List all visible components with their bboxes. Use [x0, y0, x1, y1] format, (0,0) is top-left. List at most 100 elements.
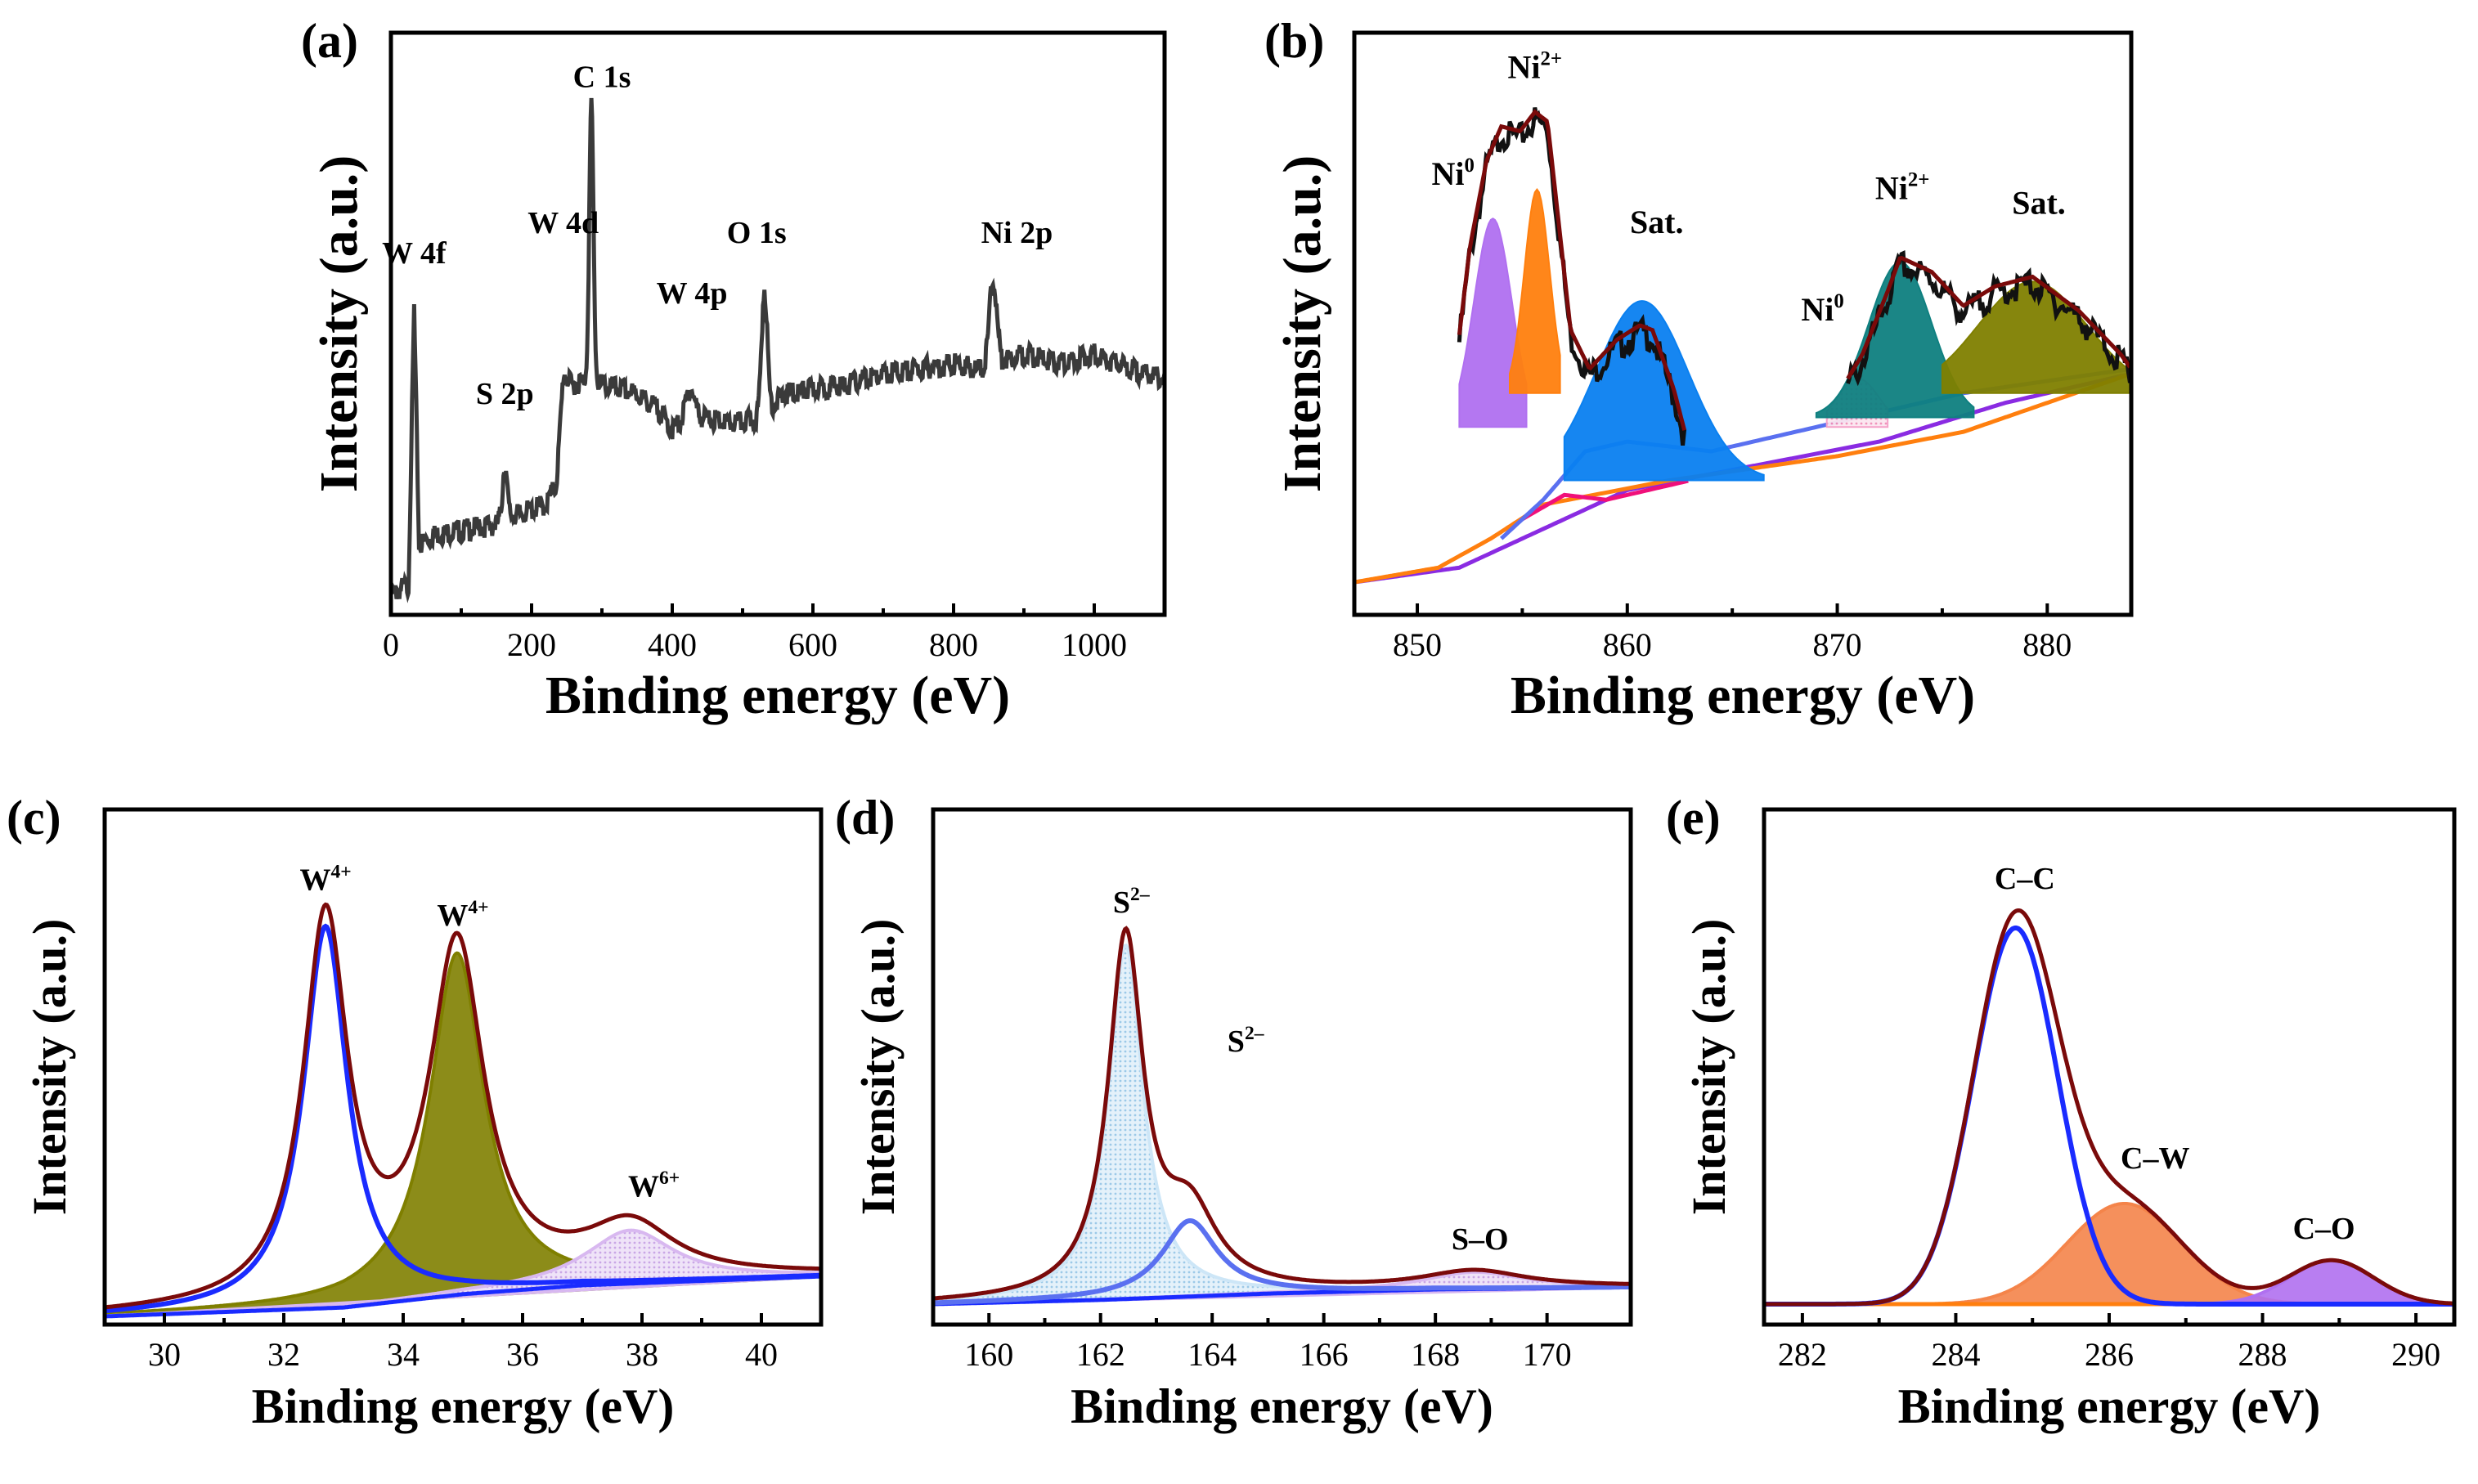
- peak-label-3: Ni0: [1801, 290, 1843, 328]
- peak-label-text: W: [628, 1169, 659, 1204]
- x-axis-label: Binding energy (eV): [1071, 1379, 1493, 1433]
- y-axis-label: Intensity (a.u.): [1682, 919, 1735, 1216]
- x-tick-label: 290: [2391, 1336, 2440, 1373]
- x-tick-label: 1000: [1062, 626, 1127, 663]
- x-tick-label: 860: [1603, 626, 1652, 663]
- x-axis-label: Binding energy (eV): [1511, 666, 1975, 725]
- peak-label-2: Sat.: [1630, 204, 1684, 240]
- peak-label-1: Ni2+: [1508, 47, 1563, 85]
- peak-label-text: Ni: [1508, 48, 1541, 85]
- raw-data-line: [932, 926, 1632, 1300]
- x-axis-label: Binding energy (eV): [545, 666, 1010, 725]
- panel-label: (e): [1666, 791, 1721, 845]
- peak-label-0: W4+: [299, 862, 351, 898]
- x-tick-label: 284: [1931, 1336, 1980, 1373]
- x-axis-label: Binding energy (eV): [252, 1379, 675, 1433]
- panel-label: (a): [301, 14, 358, 68]
- component-line-0: [104, 923, 821, 1314]
- peak-label-sup: 2+: [1541, 47, 1563, 69]
- x-tick-label: 34: [387, 1336, 420, 1373]
- x-tick-label: 40: [745, 1336, 778, 1373]
- peak-label-text: W: [299, 863, 330, 898]
- fit-envelope-line: [932, 926, 1632, 1301]
- fit-envelope-line: [1846, 255, 2132, 380]
- x-tick-label: 400: [648, 626, 697, 663]
- peak-label-text: Ni: [1875, 170, 1908, 207]
- x-tick-label: 0: [383, 626, 399, 663]
- x-tick-label: 282: [1778, 1336, 1827, 1373]
- panel-label: (c): [7, 791, 61, 845]
- x-tick-label: 870: [1813, 626, 1862, 663]
- peak-label-6: O 1s: [727, 216, 787, 250]
- background-line: [1521, 478, 1689, 522]
- peak-label-sup: 2–: [1245, 1023, 1264, 1044]
- peak-label-text: S: [1113, 885, 1130, 920]
- peak-label-text: C–C: [1995, 862, 2055, 896]
- y-axis-label: Intensity (a.u.): [1273, 155, 1332, 493]
- x-tick-label: 32: [267, 1336, 300, 1373]
- x-tick-label: 850: [1393, 626, 1442, 663]
- x-tick-label: 160: [964, 1336, 1013, 1373]
- peak-label-sup: 4+: [330, 862, 351, 883]
- peak-label-text: S–O: [1452, 1222, 1509, 1257]
- peak-label-sup: 0: [1464, 155, 1474, 177]
- peak-label-text: Sat.: [1630, 204, 1684, 240]
- peak-label-text: Ni: [1431, 155, 1464, 192]
- x-axis-label: Binding energy (eV): [1898, 1379, 2321, 1433]
- peak-label-sup: 4+: [468, 897, 488, 918]
- y-axis-label: Intensity (a.u.): [851, 919, 905, 1216]
- plot-frame: [388, 30, 1167, 617]
- panel-label: (d): [835, 791, 895, 845]
- peak-label-5: Sat.: [2012, 184, 2066, 221]
- peak-label-sup: 2–: [1130, 884, 1150, 905]
- peak-label-1: C–W: [2121, 1141, 2189, 1176]
- component-peak-1: [1509, 188, 1561, 394]
- component-line-1: [933, 1217, 1631, 1306]
- panel-e: C–C C–W C–O 282 284 286 288 290 Binding energy (…: [1666, 791, 2457, 1433]
- peak-label-text: S: [1228, 1024, 1245, 1059]
- x-tick-label: 164: [1187, 1336, 1237, 1373]
- peak-label-2: W6+: [628, 1168, 680, 1204]
- component-peak-0: [931, 944, 1632, 1307]
- fit-envelope-line: [104, 902, 821, 1310]
- x-tick-label: 286: [2085, 1336, 2134, 1373]
- peak-label-sup: 2+: [1908, 169, 1930, 191]
- peak-label-text: C–W: [2121, 1141, 2189, 1176]
- peak-label-4: C 1s: [573, 61, 631, 95]
- peak-label-1: W4+: [437, 897, 488, 933]
- fit-envelope-line: [1764, 908, 2454, 1307]
- peak-label-sup: 6+: [659, 1168, 680, 1189]
- peak-label-0: Ni0: [1431, 155, 1474, 192]
- x-tick-label: 168: [1411, 1336, 1460, 1373]
- peak-label-0: C–C: [1995, 862, 2055, 896]
- peak-label-text: Ni: [1801, 291, 1834, 328]
- peak-label-0: S2–: [1113, 884, 1150, 920]
- peak-label-4: Ni2+: [1875, 169, 1930, 207]
- peak-label-text: W: [437, 899, 468, 933]
- x-tick-label: 162: [1076, 1336, 1125, 1373]
- peak-label-2: C–O: [2293, 1212, 2355, 1246]
- x-tick-label: 30: [148, 1336, 181, 1373]
- x-tick-label: 600: [788, 626, 837, 663]
- panel-a: W 4fS 2pW 4dC 1sW 4pO 1s Ni 2p0 200 400 600 8…: [301, 14, 1167, 725]
- peak-label-text: Sat.: [2012, 184, 2066, 221]
- x-tick-label: 800: [929, 626, 978, 663]
- component-peak-1: [103, 951, 823, 1319]
- x-tick-label: 38: [626, 1336, 658, 1373]
- peak-label-7: Ni 2p: [981, 216, 1053, 250]
- peak-label-5: W 4p: [657, 276, 728, 311]
- peak-label-sup: 0: [1834, 290, 1843, 312]
- plot-frame: [1352, 30, 2134, 617]
- x-tick-label: 288: [2238, 1336, 2287, 1373]
- plot-frame: [931, 807, 1633, 1327]
- x-tick-label: 166: [1300, 1336, 1349, 1373]
- peak-label-text: C–O: [2293, 1212, 2355, 1246]
- component-peak-2: [1563, 300, 1765, 482]
- x-tick-label: 880: [2022, 626, 2072, 663]
- peak-label-1: S 2p: [476, 377, 534, 411]
- panel-label: (b): [1264, 14, 1324, 68]
